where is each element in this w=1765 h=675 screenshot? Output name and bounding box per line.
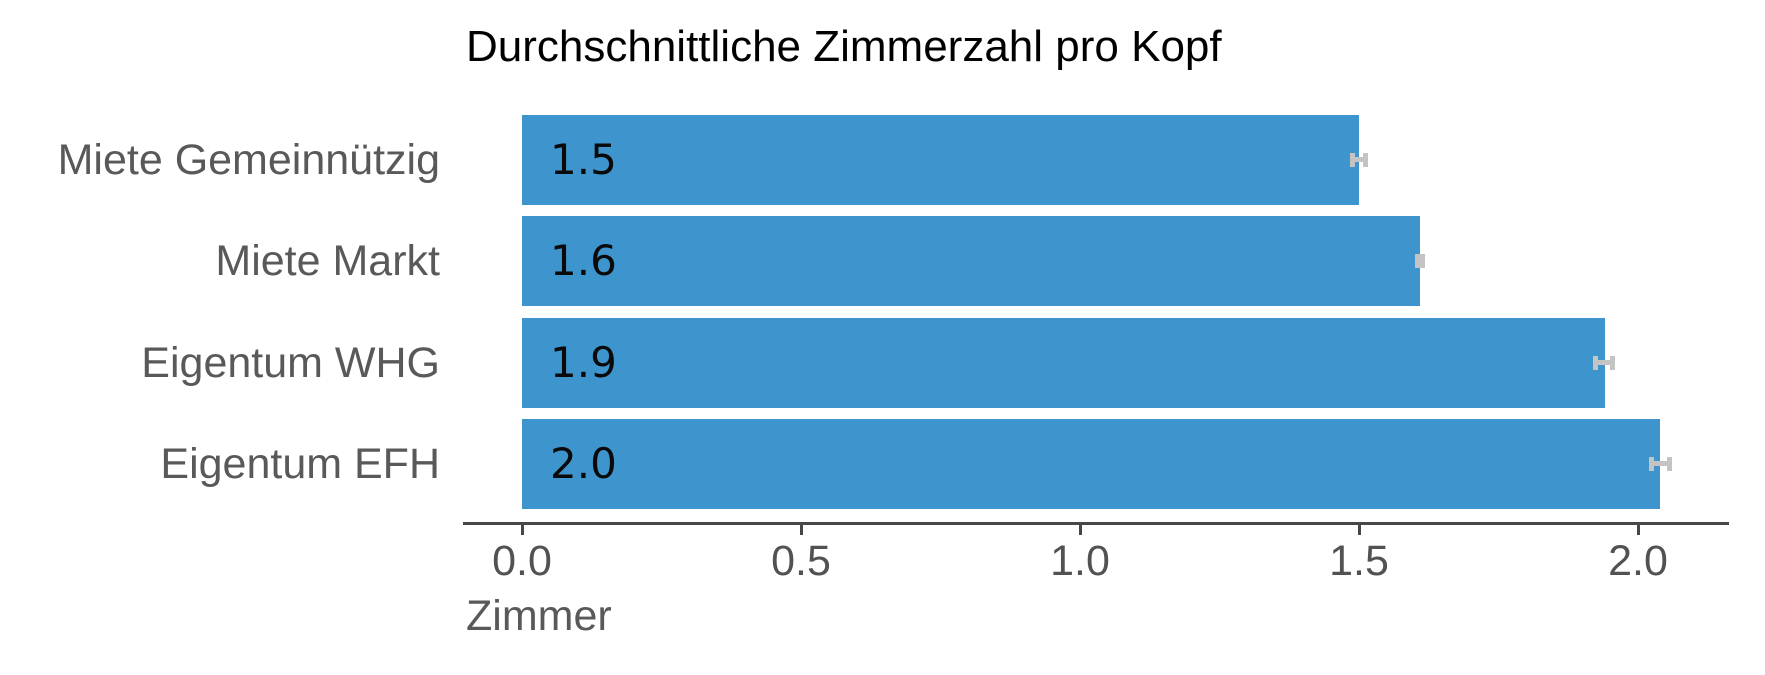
- error-bar: [1350, 153, 1368, 167]
- tick-label: 0.0: [492, 537, 552, 585]
- category-label: Miete Gemeinnützig: [57, 136, 440, 184]
- tick-mark: [521, 525, 524, 535]
- error-bar-cap-left: [1649, 457, 1654, 471]
- error-bar: [1649, 457, 1672, 471]
- error-bar-cap-left: [1593, 356, 1598, 370]
- category-label: Miete Markt: [215, 237, 440, 285]
- error-bar: [1593, 356, 1615, 370]
- error-bar-cap-left: [1415, 254, 1420, 268]
- category-label: Eigentum WHG: [141, 339, 440, 387]
- tick-mark: [1637, 525, 1640, 535]
- bar-row: Eigentum EFH 2.0: [0, 419, 1765, 509]
- bar-row: Miete Markt 1.6: [0, 216, 1765, 306]
- bar-row: Eigentum WHG 1.9: [0, 318, 1765, 408]
- tick-label: 1.0: [1050, 537, 1110, 585]
- error-bar-line: [1350, 157, 1368, 162]
- tick-mark: [1358, 525, 1361, 535]
- tick-label: 2.0: [1608, 537, 1668, 585]
- bar: 1.9: [522, 318, 1605, 408]
- error-bar: [1415, 254, 1425, 268]
- error-bar-cap-left: [1350, 153, 1355, 167]
- tick-mark: [1079, 525, 1082, 535]
- error-bar-cap-right: [1667, 457, 1672, 471]
- bar-value-label: 1.6: [550, 236, 617, 285]
- error-bar-line: [1593, 360, 1615, 365]
- bar-value-label: 2.0: [550, 439, 617, 488]
- bar-value-label: 1.5: [550, 135, 617, 184]
- bar: 1.5: [522, 115, 1359, 205]
- bar-value-label: 1.9: [550, 338, 617, 387]
- bar: 2.0: [522, 419, 1660, 509]
- bar-row: Miete Gemeinnützig 1.5: [0, 115, 1765, 205]
- tick-label: 0.5: [771, 537, 831, 585]
- category-label: Eigentum EFH: [160, 440, 440, 488]
- tick-label: 1.5: [1329, 537, 1389, 585]
- bar: 1.6: [522, 216, 1420, 306]
- chart-title: Durchschnittliche Zimmerzahl pro Kopf: [466, 22, 1222, 71]
- error-bar-cap-right: [1610, 356, 1615, 370]
- error-bar-line: [1649, 461, 1672, 466]
- tick-mark: [800, 525, 803, 535]
- x-axis-line: [463, 522, 1729, 525]
- error-bar-cap-right: [1420, 254, 1425, 268]
- x-axis-label: Zimmer: [466, 592, 612, 640]
- error-bar-cap-right: [1363, 153, 1368, 167]
